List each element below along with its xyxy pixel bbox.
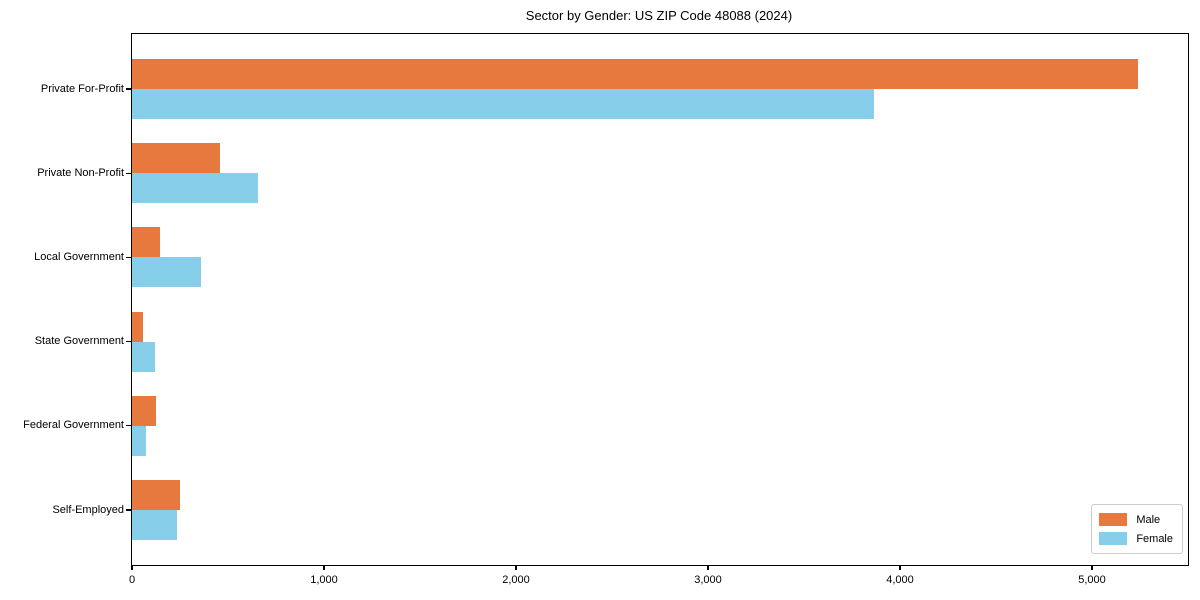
bar-female-state-government [132, 341, 156, 372]
bar-female-private-non-profit [132, 173, 258, 204]
y-axis-label-private-for-profit: Private For-Profit [40, 82, 124, 95]
plot-area: Private For-Profit Private Non-Profit Loca… [23, 33, 1189, 586]
x-tick-mark [131, 565, 133, 570]
x-tick-mark [515, 565, 517, 570]
x-tick-mark [899, 565, 901, 570]
y-tick-mark [126, 88, 131, 90]
legend: Male Female [1091, 504, 1183, 554]
x-tick-label: 0 [128, 574, 136, 586]
bar-female-federal-government [132, 425, 147, 456]
y-axis-label-private-non-profit: Private Non-Profit [37, 166, 124, 179]
y-tick-mark [126, 256, 131, 259]
x-tick-label: 2,000 [502, 574, 530, 586]
y-axis-label-federal-government: Federal Government [23, 419, 124, 432]
bar-male-local-government [132, 227, 161, 258]
y-axis-label-local-government: Local Government [34, 250, 124, 263]
chart-title: Sector by Gender: US ZIP Code 48088 (202… [525, 8, 793, 23]
legend-entry-female: Female [1099, 529, 1173, 548]
x-tick-label: 4,000 [886, 574, 914, 586]
legend-label-female: Female [1136, 532, 1173, 545]
bar-female-self-employed [132, 510, 177, 540]
bar-male-private-for-profit [132, 59, 1138, 89]
bar-male-federal-government [132, 395, 156, 426]
legend-swatch-male [1099, 513, 1128, 526]
x-tick-mark [707, 565, 709, 570]
y-tick-mark [126, 509, 131, 511]
y-axis-label-self-employed: Self-Employed [52, 503, 124, 516]
y-tick-mark [126, 172, 131, 174]
x-tick-label: 3,000 [694, 574, 722, 586]
bar-male-private-non-profit [132, 143, 221, 174]
bar-female-local-government [132, 257, 202, 288]
legend-label-male: Male [1136, 513, 1161, 526]
y-tick-mark [126, 340, 131, 343]
y-tick-mark [126, 425, 131, 427]
x-tick-label: 5,000 [1078, 574, 1106, 586]
x-tick-label: 1,000 [310, 574, 338, 586]
bar-female-private-for-profit [132, 89, 875, 119]
bar-male-state-government [132, 311, 143, 342]
y-axis-label-state-government: State Government [34, 335, 124, 348]
x-tick-mark [323, 565, 325, 570]
legend-entry-male: Male [1099, 510, 1173, 529]
bar-male-self-employed [132, 480, 181, 510]
x-tick-mark [1091, 565, 1093, 570]
legend-swatch-female [1099, 532, 1128, 545]
